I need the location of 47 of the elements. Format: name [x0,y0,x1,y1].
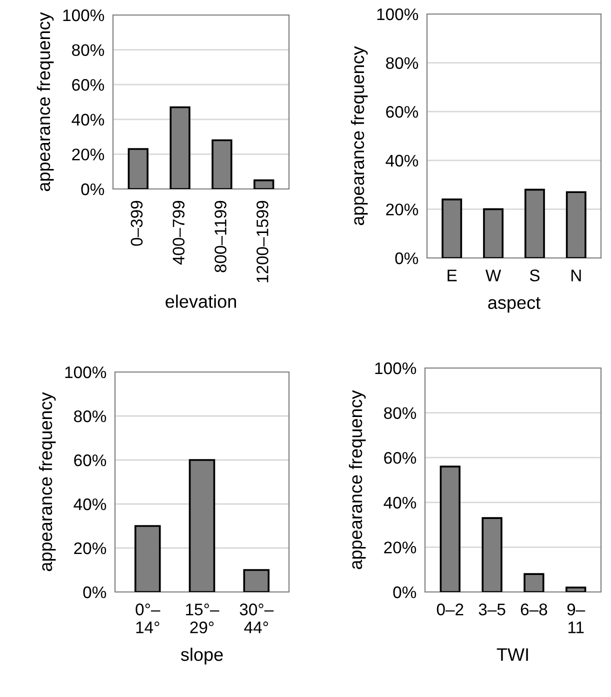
y-tick-label: 0% [83,586,106,598]
y-tick-label: 40% [384,496,416,509]
x-tick-label: 15°– 29° [186,604,220,634]
x-tick-label: 1200–1599 [256,200,268,282]
x-tick-label: 0–399 [130,200,143,246]
y-axis-title: appearance frequency [38,392,56,572]
x-axis-title: aspect [488,297,540,313]
x-tick-label: E [448,270,457,282]
x-axis-title: slope [180,648,223,665]
y-tick-label: 20% [384,542,416,554]
y-tick-label: 0% [395,252,418,264]
x-tick-label: 3–5 [478,604,506,616]
y-tick-label: 20% [74,542,106,554]
x-tick-label: 800–1199 [214,200,226,272]
y-tick-label: 0% [393,586,416,598]
y-tick-label: 100% [377,8,418,20]
y-axis-title: appearance frequency [350,46,368,226]
y-tick-label: 60% [386,106,418,118]
x-axis-title: elevation [166,294,236,308]
y-tick-label: 80% [74,410,106,422]
y-tick-label: 40% [72,114,104,126]
x-tick-label: S [530,270,540,282]
x-tick-label: 9– 11 [567,604,586,634]
y-tick-label: 80% [386,57,418,70]
y-tick-label: 60% [74,454,106,466]
y-tick-label: 80% [384,407,416,420]
y-tick-label: 60% [72,79,104,91]
x-tick-label: N [571,270,581,282]
x-axis-title: TWI [496,648,528,661]
y-tick-label: 40% [386,154,418,167]
y-tick-label: 60% [384,452,416,464]
y-tick-label: 0% [81,183,104,196]
y-tick-label: 100% [63,9,104,22]
x-tick-label: 400–799 [172,200,185,265]
x-tick-label: W [485,270,502,282]
x-tick-label: 0°– 14° [136,604,160,634]
y-tick-label: 20% [72,148,104,160]
y-tick-label: 20% [386,204,418,216]
y-axis-title: appearance frequency [36,12,54,192]
y-tick-label: 100% [375,362,416,374]
x-tick-label: 0–2 [436,604,464,616]
y-tick-label: 100% [65,366,106,378]
y-tick-label: 80% [72,44,104,56]
x-tick-label: 30°– 44° [240,604,274,634]
y-tick-label: 40% [74,498,106,510]
y-axis-title: appearance frequency [348,390,366,570]
x-tick-label: 6–8 [520,604,548,616]
